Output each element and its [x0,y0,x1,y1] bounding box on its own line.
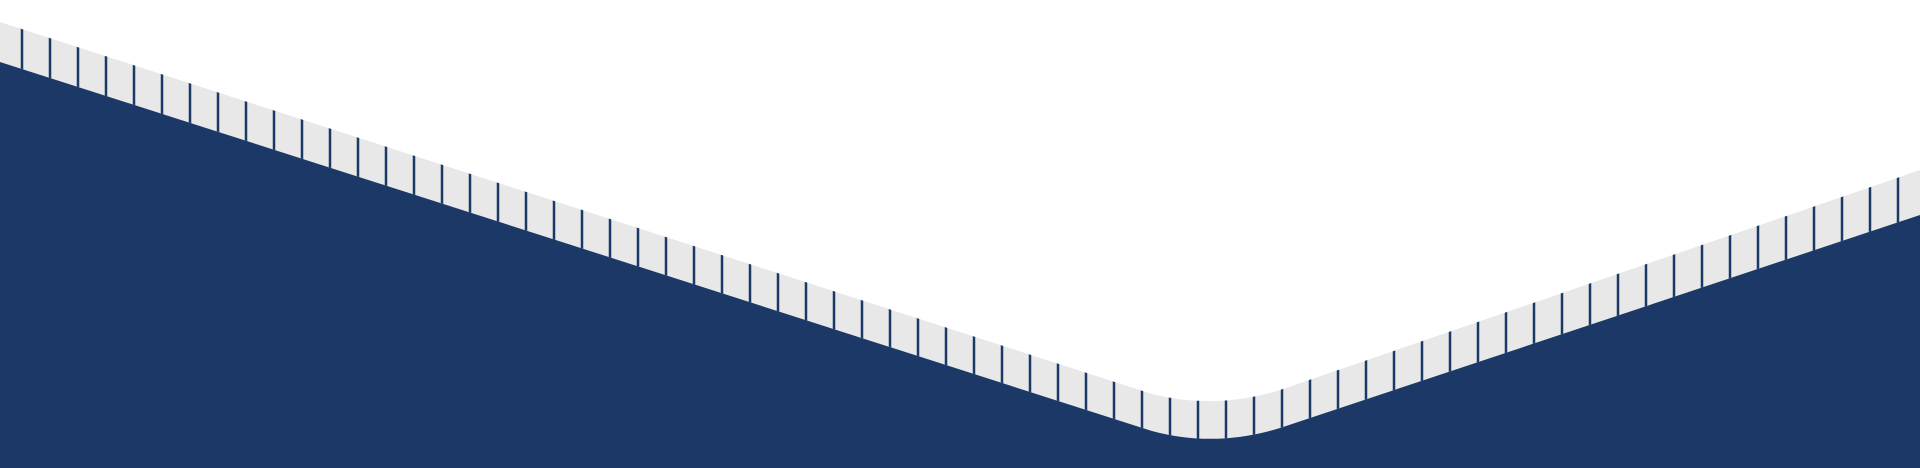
navy-chevron-shape [0,62,1920,468]
stripe-band [0,22,1920,439]
